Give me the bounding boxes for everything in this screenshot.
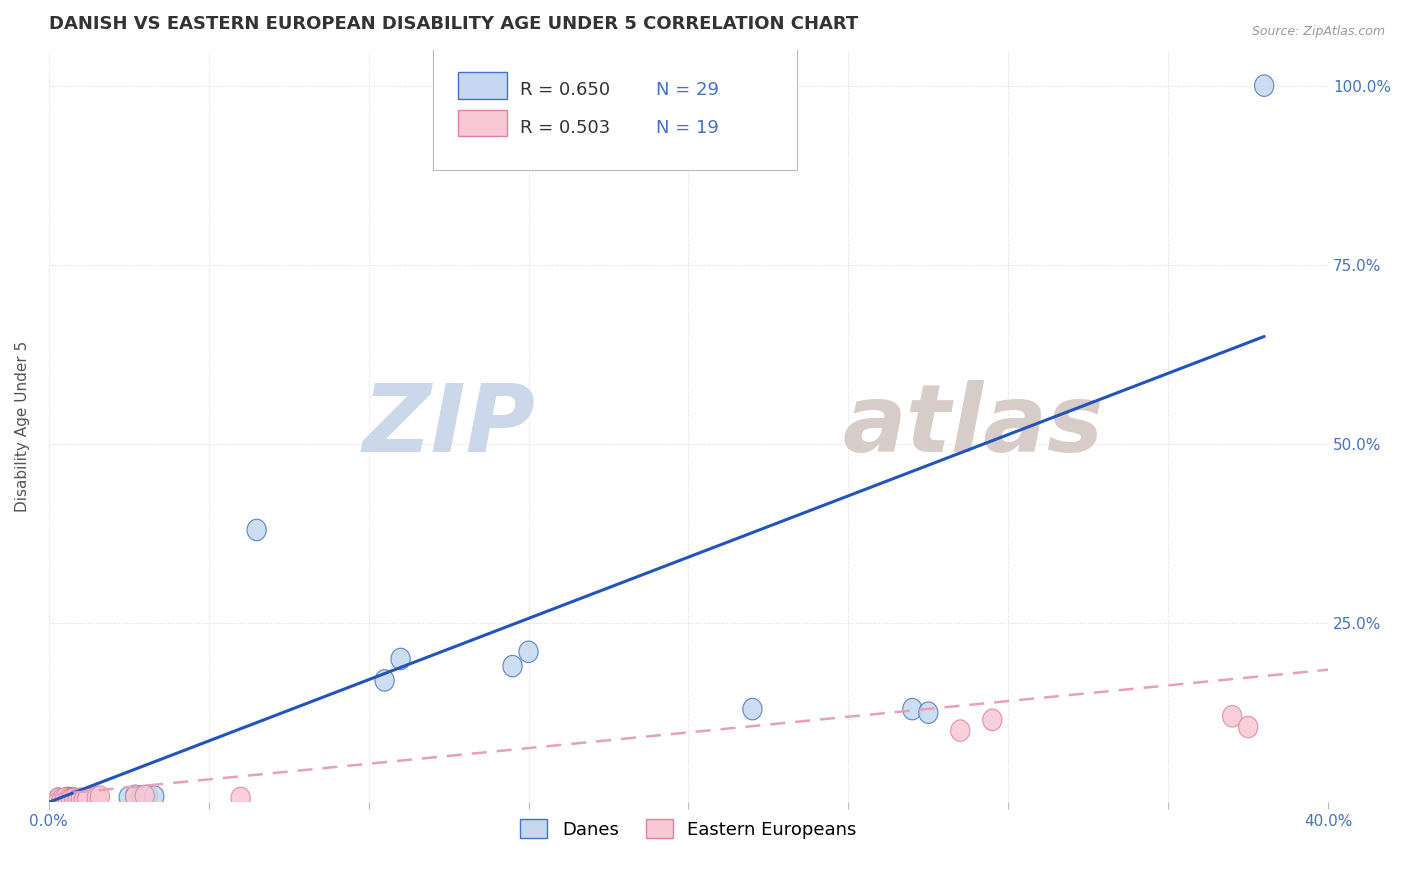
Ellipse shape	[132, 786, 150, 807]
Ellipse shape	[90, 786, 110, 807]
Ellipse shape	[950, 720, 970, 741]
Ellipse shape	[135, 785, 155, 806]
Ellipse shape	[145, 786, 165, 807]
Ellipse shape	[75, 789, 94, 810]
Ellipse shape	[77, 788, 97, 809]
Legend: Danes, Eastern Europeans: Danes, Eastern Europeans	[513, 812, 863, 846]
Ellipse shape	[77, 789, 97, 811]
Ellipse shape	[55, 789, 75, 810]
Ellipse shape	[983, 709, 1002, 731]
Ellipse shape	[65, 789, 84, 811]
FancyBboxPatch shape	[458, 110, 506, 136]
Text: N = 19: N = 19	[657, 119, 720, 137]
Ellipse shape	[65, 788, 84, 809]
Ellipse shape	[49, 788, 67, 809]
Text: N = 29: N = 29	[657, 81, 720, 99]
Ellipse shape	[391, 648, 411, 670]
Ellipse shape	[125, 786, 145, 807]
Ellipse shape	[62, 789, 80, 810]
Text: R = 0.650: R = 0.650	[520, 81, 610, 99]
Ellipse shape	[52, 789, 72, 810]
Ellipse shape	[1254, 75, 1274, 96]
Ellipse shape	[87, 787, 107, 808]
Ellipse shape	[903, 698, 922, 720]
Ellipse shape	[125, 785, 145, 806]
Ellipse shape	[58, 789, 77, 811]
Ellipse shape	[120, 787, 138, 808]
FancyBboxPatch shape	[458, 72, 506, 99]
Text: atlas: atlas	[842, 380, 1104, 472]
FancyBboxPatch shape	[433, 46, 797, 170]
Ellipse shape	[1239, 716, 1258, 738]
Ellipse shape	[503, 656, 522, 677]
Ellipse shape	[49, 788, 67, 809]
Ellipse shape	[519, 641, 538, 663]
Ellipse shape	[62, 788, 80, 809]
Ellipse shape	[77, 788, 97, 809]
Ellipse shape	[72, 789, 90, 811]
Ellipse shape	[55, 788, 75, 809]
Ellipse shape	[375, 670, 394, 691]
Ellipse shape	[918, 702, 938, 723]
Ellipse shape	[67, 789, 87, 810]
Text: DANISH VS EASTERN EUROPEAN DISABILITY AGE UNDER 5 CORRELATION CHART: DANISH VS EASTERN EUROPEAN DISABILITY AG…	[49, 15, 858, 33]
Text: R = 0.503: R = 0.503	[520, 119, 610, 137]
Ellipse shape	[72, 788, 90, 809]
Ellipse shape	[58, 789, 77, 811]
Ellipse shape	[67, 789, 87, 810]
Ellipse shape	[72, 789, 90, 810]
Ellipse shape	[1223, 706, 1241, 727]
Text: ZIP: ZIP	[361, 380, 534, 472]
Ellipse shape	[65, 788, 84, 809]
Y-axis label: Disability Age Under 5: Disability Age Under 5	[15, 341, 30, 512]
Ellipse shape	[75, 789, 94, 810]
Ellipse shape	[58, 788, 77, 809]
Ellipse shape	[62, 789, 80, 811]
Ellipse shape	[742, 698, 762, 720]
Ellipse shape	[231, 788, 250, 809]
Text: Source: ZipAtlas.com: Source: ZipAtlas.com	[1251, 25, 1385, 38]
Ellipse shape	[247, 519, 266, 541]
Ellipse shape	[52, 789, 72, 811]
Ellipse shape	[138, 785, 157, 806]
